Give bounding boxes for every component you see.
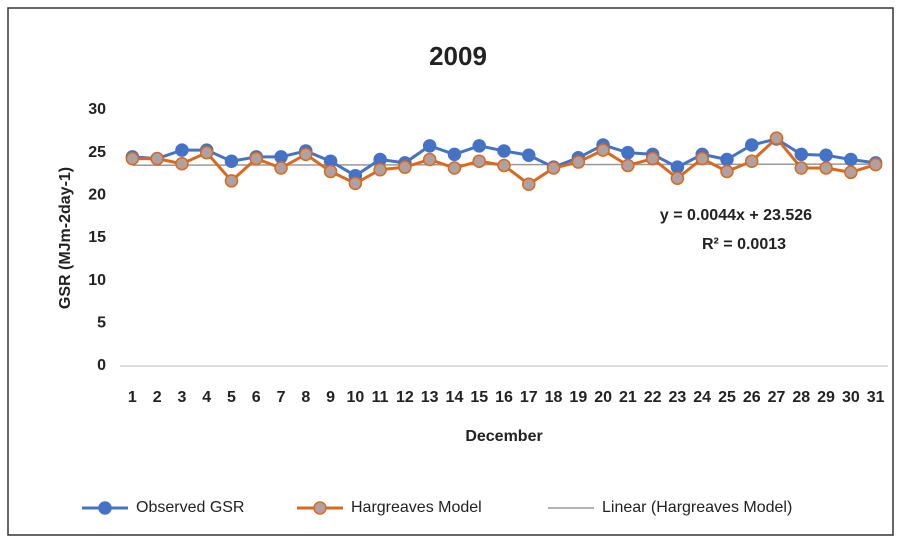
x-tick-label: 27 bbox=[768, 389, 786, 406]
x-tick-label: 7 bbox=[277, 389, 286, 406]
x-tick-label: 25 bbox=[718, 389, 736, 406]
x-tick-label: 10 bbox=[346, 389, 364, 406]
x-tick-label: 16 bbox=[495, 389, 513, 406]
y-tick-label: 20 bbox=[88, 187, 106, 204]
x-tick-label: 9 bbox=[326, 389, 335, 406]
y-tick-label: 25 bbox=[88, 144, 106, 161]
point bbox=[670, 171, 685, 186]
point bbox=[224, 174, 239, 188]
y-tick-label: 30 bbox=[88, 101, 106, 118]
x-tick-label: 11 bbox=[372, 389, 389, 406]
x-tick-label: 18 bbox=[545, 389, 563, 406]
x-tick-label: 13 bbox=[421, 389, 439, 406]
y-axis-label: GSR (MJm-2day-1) bbox=[57, 167, 74, 309]
point bbox=[621, 158, 635, 173]
point bbox=[472, 154, 486, 168]
point bbox=[398, 160, 412, 174]
point bbox=[819, 161, 833, 175]
y-tick-label: 0 bbox=[97, 357, 106, 374]
point bbox=[422, 139, 437, 153]
legend-label: Linear (Hargreaves Model) bbox=[602, 499, 792, 516]
point bbox=[199, 145, 214, 160]
point bbox=[348, 176, 363, 191]
point bbox=[299, 147, 313, 162]
point bbox=[323, 164, 338, 179]
x-tick-label: 26 bbox=[743, 389, 761, 406]
point bbox=[744, 154, 759, 168]
point bbox=[175, 157, 189, 171]
point bbox=[621, 145, 635, 160]
legend-label: Observed GSR bbox=[136, 499, 244, 516]
point bbox=[794, 161, 809, 175]
x-tick-label: 12 bbox=[396, 389, 414, 406]
point bbox=[472, 139, 486, 153]
point bbox=[373, 162, 387, 177]
x-tick-label: 6 bbox=[252, 389, 261, 406]
point bbox=[720, 164, 734, 179]
y-tick-label: 5 bbox=[97, 315, 106, 332]
point bbox=[670, 160, 685, 174]
x-tick-label: 22 bbox=[644, 389, 662, 406]
chart-title: 2009 bbox=[429, 41, 487, 71]
x-tick-label: 15 bbox=[470, 389, 488, 406]
trend-r-squared: R² = 0.0013 bbox=[702, 236, 786, 253]
x-tick-label: 1 bbox=[128, 389, 137, 406]
x-tick-label: 17 bbox=[520, 389, 538, 406]
x-tick-label: 30 bbox=[842, 389, 860, 406]
point bbox=[794, 147, 809, 162]
point bbox=[175, 143, 189, 157]
point bbox=[249, 151, 264, 166]
x-tick-label: 31 bbox=[867, 389, 885, 406]
x-tick-label: 3 bbox=[177, 389, 186, 406]
x-tick-label: 28 bbox=[792, 389, 810, 406]
point bbox=[645, 151, 660, 166]
x-tick-label: 20 bbox=[594, 389, 612, 406]
legend-label: Hargreaves Model bbox=[351, 499, 482, 516]
x-tick-label: 8 bbox=[301, 389, 310, 406]
x-tick-label: 21 bbox=[619, 389, 637, 406]
x-tick-label: 29 bbox=[817, 389, 835, 406]
point bbox=[150, 151, 164, 166]
point bbox=[720, 152, 734, 167]
point bbox=[522, 177, 536, 191]
point bbox=[819, 148, 833, 162]
point bbox=[744, 138, 759, 152]
x-tick-label: 14 bbox=[446, 389, 464, 406]
point bbox=[596, 143, 610, 157]
legend-marker bbox=[98, 501, 112, 515]
point bbox=[497, 158, 511, 173]
point bbox=[522, 148, 536, 162]
point bbox=[224, 154, 239, 168]
x-tick-label: 2 bbox=[153, 389, 162, 406]
x-axis-label: December bbox=[465, 428, 542, 445]
point bbox=[497, 144, 511, 158]
x-tick-label: 19 bbox=[569, 389, 587, 406]
x-tick-label: 24 bbox=[693, 389, 711, 406]
point bbox=[447, 161, 462, 175]
point bbox=[571, 155, 586, 169]
point bbox=[546, 161, 561, 175]
chart-border bbox=[7, 7, 894, 536]
point bbox=[695, 151, 709, 166]
point bbox=[447, 147, 462, 162]
x-tick-label: 23 bbox=[669, 389, 687, 406]
legend: Observed GSR Hargreaves Model Linear (Harg… bbox=[82, 499, 792, 516]
point bbox=[422, 152, 437, 167]
point bbox=[844, 165, 858, 180]
x-tick-label: 5 bbox=[227, 389, 236, 406]
point bbox=[844, 152, 858, 167]
y-tick-label: 10 bbox=[88, 272, 106, 289]
x-tick-label: 4 bbox=[202, 389, 211, 406]
trend-equation: y = 0.0044x + 23.526 bbox=[660, 207, 812, 224]
point bbox=[868, 157, 883, 172]
point bbox=[274, 161, 288, 175]
point bbox=[125, 151, 140, 166]
point bbox=[274, 150, 288, 164]
point bbox=[769, 131, 784, 145]
y-tick-label: 15 bbox=[88, 229, 106, 246]
legend-marker bbox=[313, 501, 327, 515]
